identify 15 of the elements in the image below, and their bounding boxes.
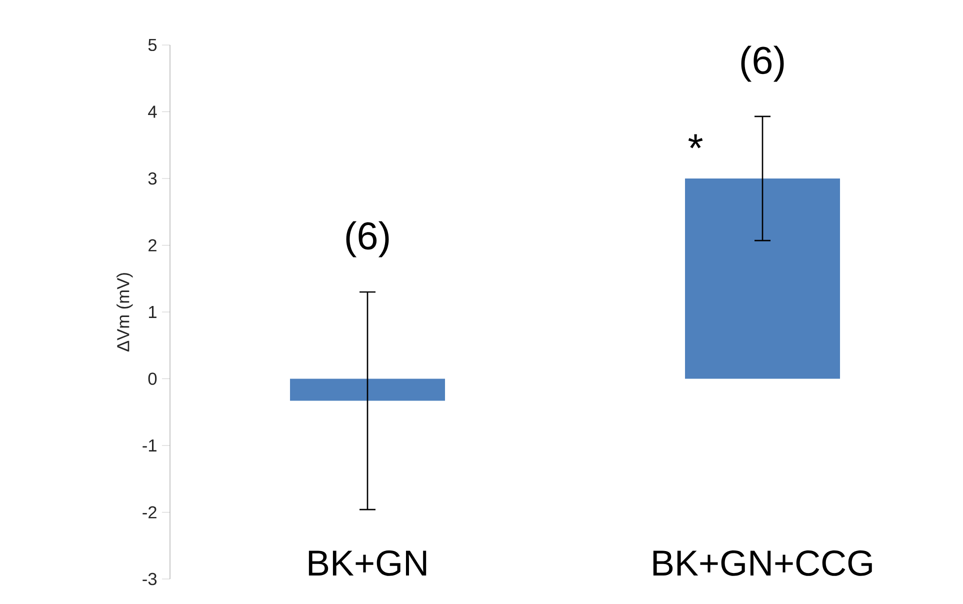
- y-tick-label: 3: [148, 172, 157, 185]
- y-tick-label: 5: [148, 38, 157, 52]
- x-tick-label: BK+GN: [308, 550, 426, 576]
- y-tick-label: 2: [148, 239, 156, 252]
- y-tick-label: -3: [142, 572, 157, 586]
- x-tick-label: BK+GN+CCG: [653, 550, 872, 576]
- y-axis-title: ΔVm (mV): [116, 273, 133, 352]
- annotation: *: [688, 134, 703, 148]
- annotation: (6): [346, 221, 389, 258]
- y-tick-label: 0: [148, 372, 157, 385]
- y-tick-label: 4: [148, 106, 157, 118]
- y-tick-label: 1: [148, 306, 156, 318]
- annotation: (6): [741, 46, 784, 82]
- y-tick-label: -1: [142, 440, 156, 452]
- y-tick-label: -2: [142, 506, 156, 518]
